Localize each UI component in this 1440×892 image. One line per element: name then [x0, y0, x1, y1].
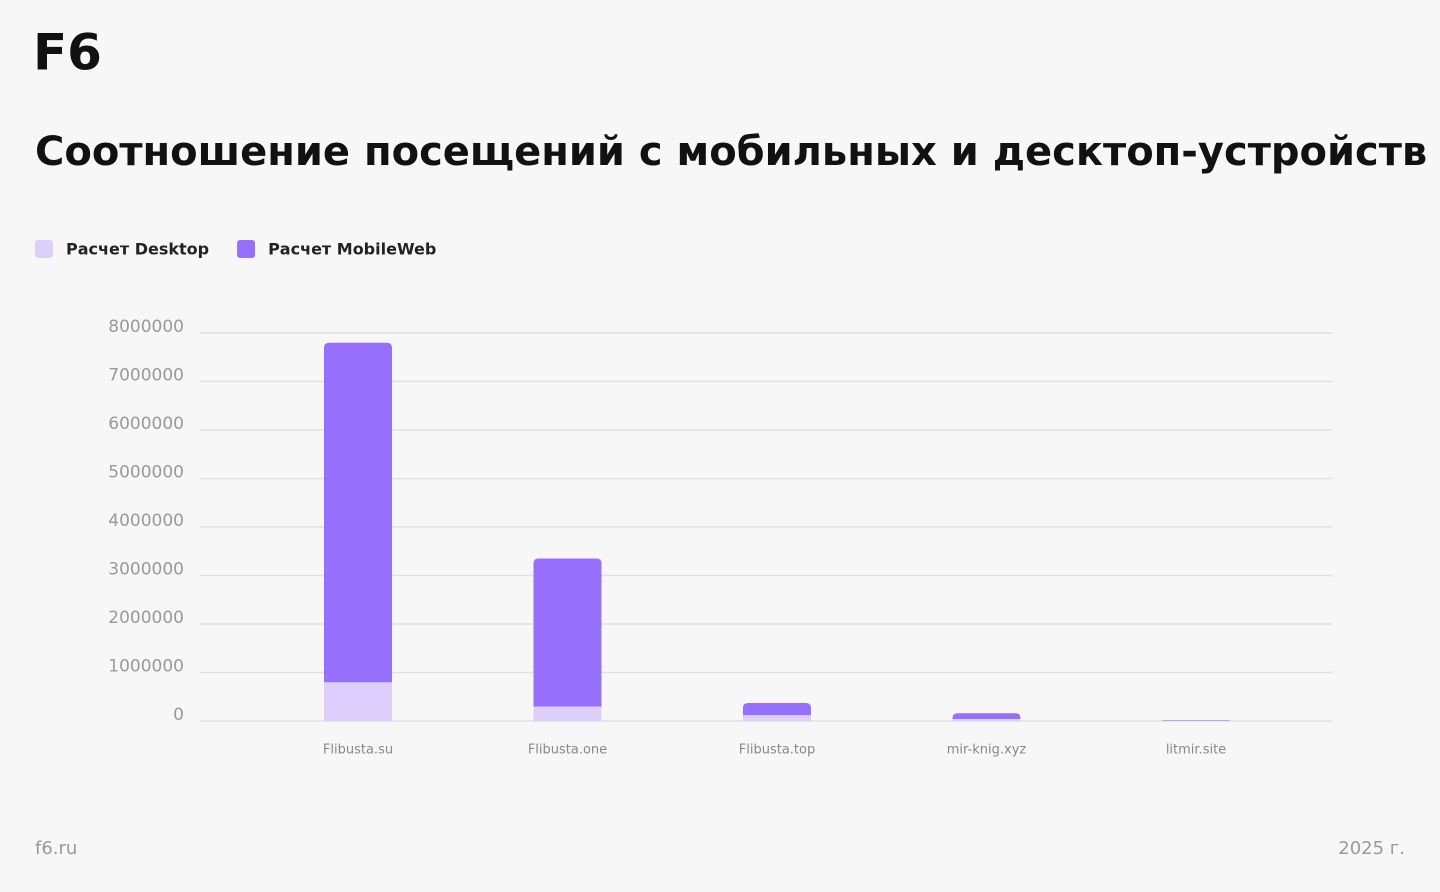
- y-tick-label: 8000000: [108, 317, 184, 337]
- logo: F6: [33, 24, 102, 82]
- x-tick-label: Flibusta.su: [323, 743, 393, 758]
- bar-segment: [324, 342, 392, 683]
- x-tick-label: Flibusta.top: [739, 743, 815, 758]
- bar-segment: [533, 706, 602, 721]
- x-tick-label: Flibusta.one: [528, 743, 607, 758]
- x-tick-label: mir-knig.xyz: [947, 743, 1027, 758]
- bar-segment: [743, 703, 811, 716]
- y-tick-label: 7000000: [108, 366, 184, 386]
- bar-segment: [952, 719, 1021, 721]
- bar-segment: [533, 558, 602, 707]
- y-tick-label: 5000000: [108, 463, 184, 483]
- bar-segment: [324, 682, 392, 721]
- legend-label: Расчет MobileWeb: [268, 240, 436, 259]
- y-tick-label: 6000000: [108, 414, 184, 434]
- legend-label: Расчет Desktop: [66, 240, 209, 259]
- y-tick-label: 2000000: [108, 608, 184, 628]
- footer-year: 2025 г.: [1338, 838, 1405, 859]
- footer-site: f6.ru: [35, 838, 77, 859]
- legend-swatch: [237, 240, 256, 258]
- x-tick-label: litmir.site: [1166, 743, 1226, 758]
- y-tick-label: 4000000: [108, 511, 184, 531]
- bar-segment: [952, 713, 1021, 720]
- y-tick-label: 3000000: [108, 560, 184, 580]
- legend-swatch: [35, 240, 53, 258]
- y-tick-label: 0: [173, 705, 184, 725]
- y-tick-label: 1000000: [108, 657, 184, 677]
- bar-segment: [743, 715, 811, 721]
- chart-title: Соотношение посещений с мобильных и деск…: [35, 129, 1427, 175]
